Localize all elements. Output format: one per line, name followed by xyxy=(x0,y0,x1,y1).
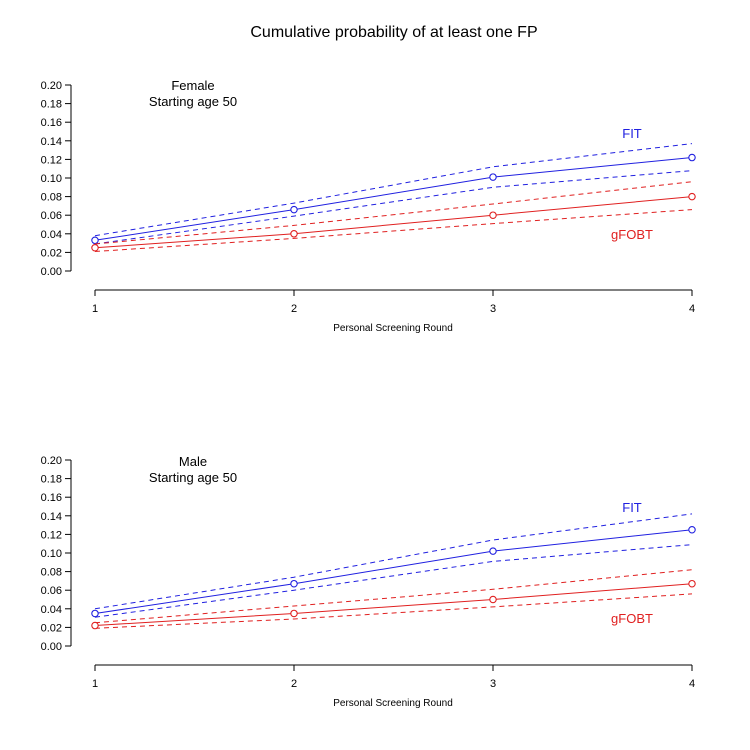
series-fit-upper-ci-line xyxy=(94,143,693,237)
series-gfobt-line xyxy=(94,196,693,249)
panel-label-line-2: Starting age 50 xyxy=(149,94,237,109)
y-tick-label: 0.10 xyxy=(41,548,62,560)
series-fit-point xyxy=(489,547,497,555)
series-fit-lower-ci-line xyxy=(94,544,693,618)
panel-label-line-1: Male xyxy=(179,454,207,469)
y-tick-label: 0.16 xyxy=(41,492,62,504)
panel-label-line-2: Starting age 50 xyxy=(149,470,237,485)
y-tick-label: 0.14 xyxy=(41,511,62,523)
x-tick-label: 3 xyxy=(490,303,496,315)
x-tick-label: 4 xyxy=(689,303,695,315)
series-fit-point xyxy=(688,525,696,534)
y-tick-label: 0.18 xyxy=(41,99,62,111)
series-fit-point xyxy=(688,153,696,162)
y-tick-label: 0.02 xyxy=(41,622,62,634)
series-label-fit: FIT xyxy=(622,500,642,515)
series-label-gfobt: gFOBT xyxy=(611,227,653,242)
y-tick-label: 0.00 xyxy=(41,266,62,278)
series-fit-upper-ci-line xyxy=(94,513,693,610)
y-tick-label: 0.08 xyxy=(41,192,62,204)
series-gfobt-lower-ci-line xyxy=(94,209,693,252)
x-tick-label: 4 xyxy=(689,678,695,690)
series-gfobt-point xyxy=(688,579,696,588)
series-fit-point xyxy=(91,609,99,618)
y-tick-label: 0.20 xyxy=(41,80,62,92)
series-fit-point xyxy=(489,173,497,181)
series-fit-point xyxy=(290,579,298,588)
x-tick-label: 3 xyxy=(490,678,496,690)
y-tick-label: 0.16 xyxy=(41,117,62,129)
series-label-gfobt: gFOBT xyxy=(611,611,653,626)
series-fit-lower-ci-line xyxy=(94,170,693,245)
y-tick-label: 0.02 xyxy=(41,247,62,259)
series-fit-line xyxy=(94,157,693,241)
y-tick-label: 0.12 xyxy=(41,154,62,166)
y-tick-label: 0.04 xyxy=(41,604,62,616)
series-fit-point xyxy=(91,236,99,245)
series-gfobt-point xyxy=(489,211,497,219)
series-label-fit: FIT xyxy=(622,126,642,141)
x-tick-label: 2 xyxy=(291,678,297,690)
y-tick-label: 0.06 xyxy=(41,210,62,222)
y-tick-label: 0.06 xyxy=(41,585,62,597)
y-tick-label: 0.04 xyxy=(41,229,62,241)
x-tick-label: 1 xyxy=(92,303,98,315)
y-tick-label: 0.20 xyxy=(41,455,62,467)
figure-title: Cumulative probability of at least one F… xyxy=(250,24,537,41)
panel-label-line-1: Female xyxy=(171,78,214,93)
series-gfobt-lower-ci-line xyxy=(94,593,693,629)
series-gfobt-point xyxy=(489,595,497,604)
chart-panel-female: Female Starting age 50 Personal Screenin… xyxy=(41,78,696,334)
series-gfobt-point xyxy=(290,609,298,618)
series-fit-line xyxy=(94,529,693,614)
y-tick-label: 0.14 xyxy=(41,136,62,148)
y-tick-label: 0.10 xyxy=(41,173,62,185)
y-tick-label: 0.18 xyxy=(41,474,62,486)
x-tick-label: 1 xyxy=(92,678,98,690)
series-fit-point xyxy=(290,205,298,214)
x-axis-label: Personal Screening Round xyxy=(333,323,453,334)
series-gfobt-point xyxy=(290,230,298,238)
series-gfobt-point xyxy=(688,192,696,201)
series-gfobt-upper-ci-line xyxy=(94,569,693,624)
chart-panel-male: Male Starting age 50 Personal Screening … xyxy=(41,454,696,709)
y-tick-label: 0.00 xyxy=(41,641,62,653)
y-tick-label: 0.12 xyxy=(41,529,62,541)
y-tick-label: 0.08 xyxy=(41,567,62,579)
series-gfobt-line xyxy=(94,583,693,626)
x-tick-label: 2 xyxy=(291,303,297,315)
series-gfobt-point xyxy=(91,621,99,630)
x-axis-label: Personal Screening Round xyxy=(333,698,453,709)
series-gfobt-upper-ci-line xyxy=(94,181,693,245)
series-gfobt-point xyxy=(91,244,99,252)
